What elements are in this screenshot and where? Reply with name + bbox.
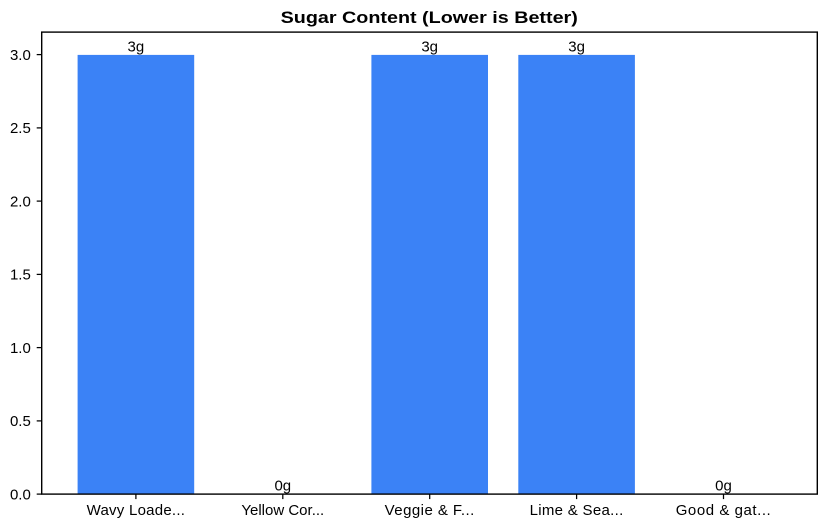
svg-text:Sugar Content (Lower is Better: Sugar Content (Lower is Better) [281,8,578,26]
svg-text:0g: 0g [274,478,291,495]
svg-text:0.5: 0.5 [10,413,31,430]
svg-text:0.0: 0.0 [10,486,31,503]
svg-text:0g: 0g [715,478,732,495]
svg-text:Lime & Sea...: Lime & Sea... [530,502,624,519]
svg-text:1.5: 1.5 [10,267,31,284]
svg-text:3g: 3g [568,39,585,56]
svg-text:2.5: 2.5 [10,120,31,137]
svg-text:2.0: 2.0 [10,193,31,210]
svg-text:Wavy Loade...: Wavy Loade... [87,502,186,519]
svg-text:Veggie & F...: Veggie & F... [385,502,475,519]
svg-text:1.0: 1.0 [10,340,31,357]
svg-text:Yellow Cor...: Yellow Cor... [241,502,324,519]
svg-text:3.0: 3.0 [10,47,31,64]
svg-text:Good & gat...: Good & gat... [676,502,772,519]
svg-text:3g: 3g [128,39,145,56]
svg-text:3g: 3g [421,39,438,56]
